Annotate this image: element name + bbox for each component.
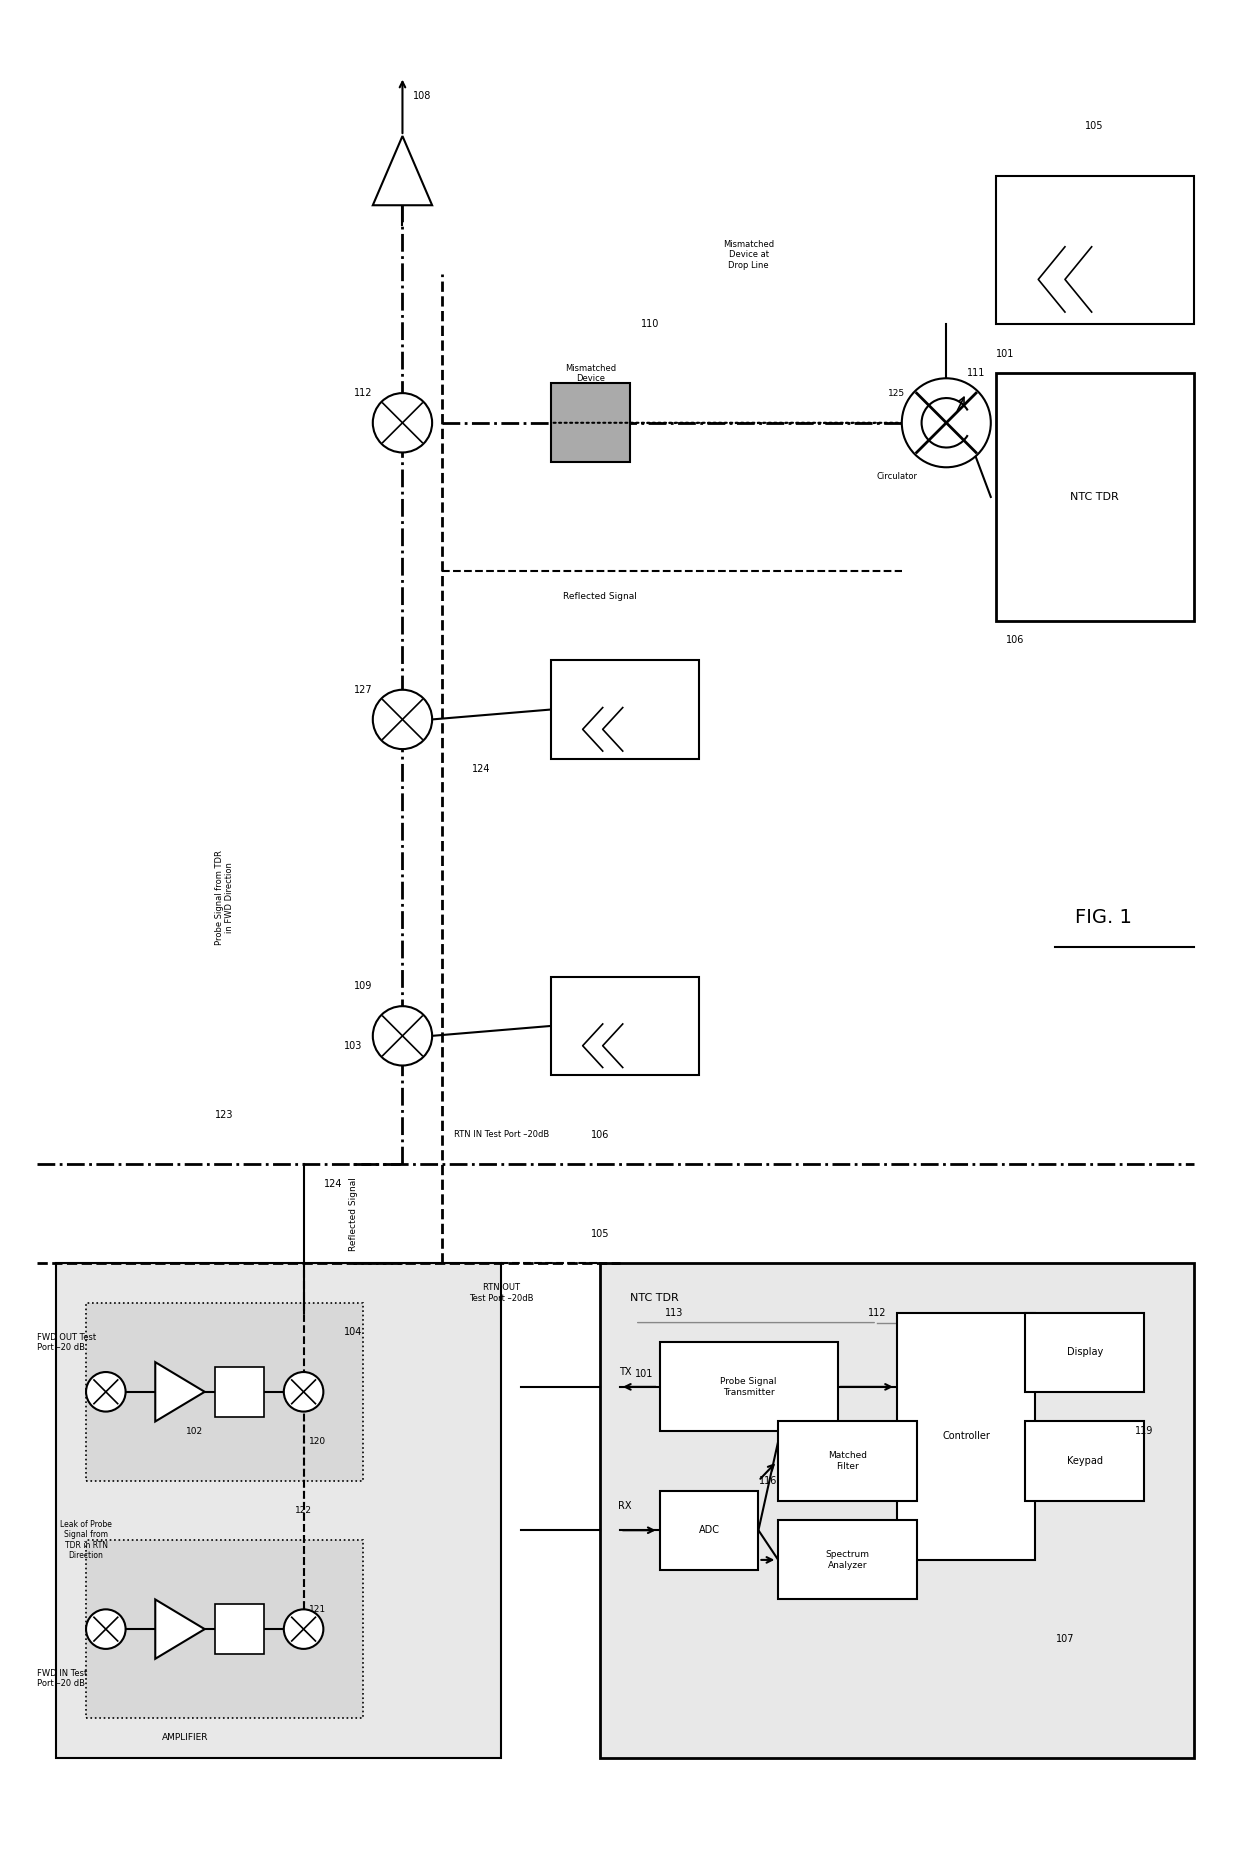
Text: Spectrum
Analyzer: Spectrum Analyzer <box>826 1550 869 1570</box>
Text: 101: 101 <box>635 1369 653 1380</box>
Bar <box>897 1313 1035 1561</box>
Circle shape <box>901 379 991 467</box>
Text: 106: 106 <box>591 1130 609 1139</box>
Text: 106: 106 <box>1006 635 1024 646</box>
Text: 123: 123 <box>216 1111 233 1120</box>
Text: 125: 125 <box>888 388 905 398</box>
Text: RX: RX <box>619 1501 631 1510</box>
Circle shape <box>86 1609 125 1649</box>
Text: Leak of Probe
Signal from
TDR in RTN
Direction: Leak of Probe Signal from TDR in RTN Dir… <box>60 1520 112 1561</box>
Text: Cable Modem: Cable Modem <box>599 997 651 1006</box>
Text: Matched
Filter: Matched Filter <box>828 1451 867 1471</box>
Text: RTN IN Test Port –20dB: RTN IN Test Port –20dB <box>454 1130 549 1139</box>
Text: NTC TDR: NTC TDR <box>1070 491 1118 502</box>
Text: NTC TDR: NTC TDR <box>630 1294 678 1303</box>
Text: 101: 101 <box>996 349 1014 358</box>
Text: TX: TX <box>619 1367 631 1378</box>
Text: 107: 107 <box>1055 1634 1074 1645</box>
Polygon shape <box>155 1600 205 1658</box>
Bar <box>660 1490 759 1570</box>
Text: 112: 112 <box>868 1307 887 1318</box>
Text: 124: 124 <box>324 1180 342 1189</box>
Bar <box>660 1342 837 1432</box>
Bar <box>1025 1313 1145 1391</box>
Text: Cable Modem: Cable Modem <box>1069 196 1121 205</box>
Text: FWD OUT Test
Port –20 dB: FWD OUT Test Port –20 dB <box>37 1333 95 1352</box>
Text: AMPLIFIER: AMPLIFIER <box>161 1733 208 1742</box>
Bar <box>56 1264 501 1757</box>
Text: 104: 104 <box>343 1327 362 1337</box>
Bar <box>600 1264 1194 1757</box>
Text: ADC: ADC <box>698 1525 719 1535</box>
Text: Mismatched
Device: Mismatched Device <box>564 364 616 383</box>
Text: 109: 109 <box>353 982 372 991</box>
Text: 108: 108 <box>413 91 432 101</box>
Text: FIG. 1: FIG. 1 <box>1075 907 1132 926</box>
Bar <box>779 1421 916 1501</box>
Text: 120: 120 <box>309 1438 326 1445</box>
Text: Controller: Controller <box>942 1432 990 1441</box>
Text: Keypad: Keypad <box>1066 1456 1102 1466</box>
Text: 127: 127 <box>353 685 372 695</box>
Text: Display: Display <box>1066 1348 1102 1357</box>
Text: Probe Signal
Transmitter: Probe Signal Transmitter <box>720 1378 776 1397</box>
Text: 103: 103 <box>343 1040 362 1051</box>
Polygon shape <box>155 1363 205 1421</box>
Text: RTN OUT
Test Port –20dB: RTN OUT Test Port –20dB <box>469 1283 533 1303</box>
Text: 121: 121 <box>309 1606 326 1613</box>
Bar <box>215 1604 264 1654</box>
Text: H   L: H L <box>231 1624 248 1634</box>
Text: Cable Modem: Cable Modem <box>599 680 651 689</box>
Text: Mismatched
Device at
Drop Line: Mismatched Device at Drop Line <box>723 239 774 269</box>
Text: 116: 116 <box>759 1475 777 1486</box>
Bar <box>86 1540 363 1718</box>
Text: 122: 122 <box>295 1507 312 1514</box>
Circle shape <box>373 689 432 749</box>
Bar <box>996 175 1194 323</box>
Circle shape <box>373 394 432 452</box>
Text: 105: 105 <box>1085 121 1104 131</box>
Text: 113: 113 <box>665 1307 683 1318</box>
Polygon shape <box>373 136 432 205</box>
Text: Probe Signal from TDR
in FWD Direction: Probe Signal from TDR in FWD Direction <box>215 849 234 945</box>
Circle shape <box>373 1006 432 1066</box>
Circle shape <box>284 1609 324 1649</box>
Text: FWD IN Test
Port –20 dB: FWD IN Test Port –20 dB <box>37 1669 87 1688</box>
Text: H   L: H L <box>231 1387 248 1397</box>
Circle shape <box>284 1372 324 1411</box>
Bar <box>551 976 699 1075</box>
Bar <box>215 1367 264 1417</box>
Bar <box>1025 1421 1145 1501</box>
Text: 124: 124 <box>472 764 491 773</box>
Text: Reflected Signal: Reflected Signal <box>348 1176 357 1251</box>
Bar <box>551 661 699 760</box>
Bar <box>551 383 630 463</box>
Bar <box>779 1520 916 1600</box>
Text: 112: 112 <box>353 388 372 398</box>
Bar <box>996 373 1194 620</box>
Text: 105: 105 <box>591 1228 610 1238</box>
Bar <box>86 1303 363 1481</box>
Text: Reflected Signal: Reflected Signal <box>563 592 637 601</box>
Text: 111: 111 <box>967 368 985 379</box>
Text: 119: 119 <box>1135 1426 1153 1436</box>
Text: 110: 110 <box>641 319 658 329</box>
Circle shape <box>86 1372 125 1411</box>
Text: 102: 102 <box>186 1426 203 1436</box>
Text: Circulator: Circulator <box>877 472 918 482</box>
